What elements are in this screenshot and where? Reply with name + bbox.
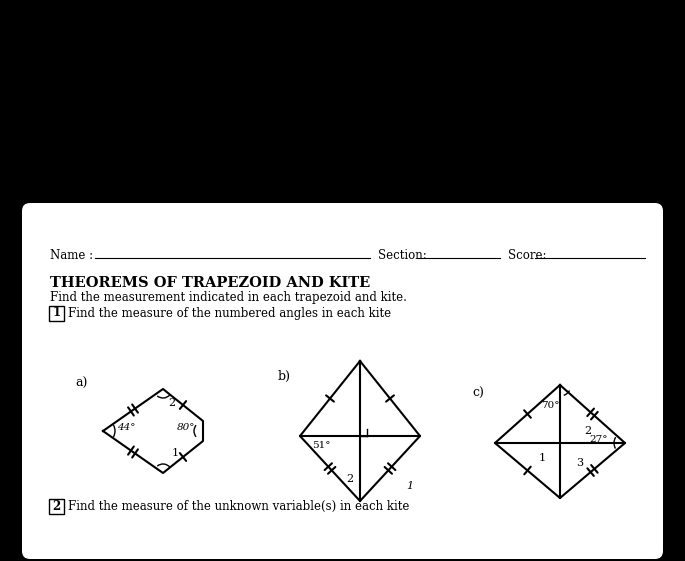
Text: 80°: 80°: [177, 424, 195, 433]
Text: Section:: Section:: [378, 249, 427, 261]
Text: Name :: Name :: [50, 249, 93, 261]
Text: 1: 1: [53, 306, 60, 320]
FancyBboxPatch shape: [49, 306, 64, 321]
Text: Find the measure of the numbered angles in each kite: Find the measure of the numbered angles …: [68, 306, 391, 320]
FancyBboxPatch shape: [22, 203, 663, 559]
Text: c): c): [472, 387, 484, 399]
Text: 2: 2: [169, 398, 175, 408]
Text: 3: 3: [577, 458, 584, 468]
Text: 27°: 27°: [590, 435, 608, 444]
Text: 1: 1: [538, 453, 545, 463]
Text: 1: 1: [171, 448, 179, 458]
Text: 2: 2: [584, 426, 592, 436]
Text: 1: 1: [406, 481, 414, 491]
Text: THEOREMS OF TRAPEZOID AND KITE: THEOREMS OF TRAPEZOID AND KITE: [50, 276, 371, 290]
Text: 2: 2: [347, 474, 353, 484]
Text: 51°: 51°: [312, 442, 330, 450]
Text: Score:: Score:: [508, 249, 547, 261]
Text: Find the measurement indicated in each trapezoid and kite.: Find the measurement indicated in each t…: [50, 291, 407, 304]
Text: 44°: 44°: [117, 424, 136, 433]
FancyBboxPatch shape: [49, 499, 64, 514]
Text: a): a): [75, 376, 88, 389]
Text: Find the measure of the unknown variable(s) in each kite: Find the measure of the unknown variable…: [68, 499, 410, 513]
Text: 70°: 70°: [540, 401, 559, 410]
Text: 2: 2: [52, 499, 61, 513]
Text: b): b): [278, 370, 291, 383]
